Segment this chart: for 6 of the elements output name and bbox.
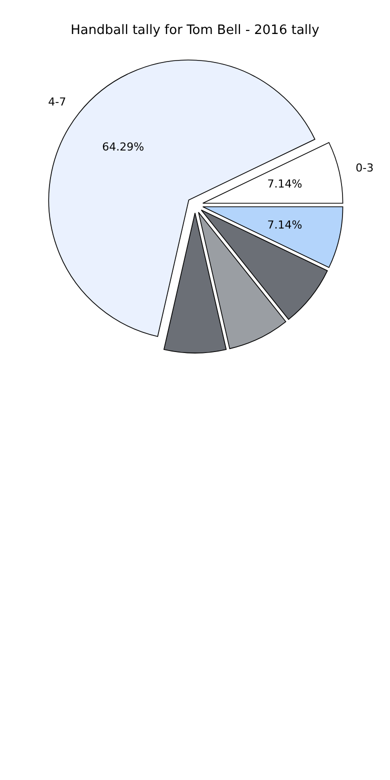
data-label: 64.29% [102,140,144,154]
data-label: 7.14% [267,178,302,191]
slice-label: 0-3 [356,161,374,174]
slice-label: 4-7 [48,95,66,108]
data-label: 7.14% [267,218,302,232]
chart-title: Handball tally for Tom Bell - 2016 tally [70,23,320,38]
